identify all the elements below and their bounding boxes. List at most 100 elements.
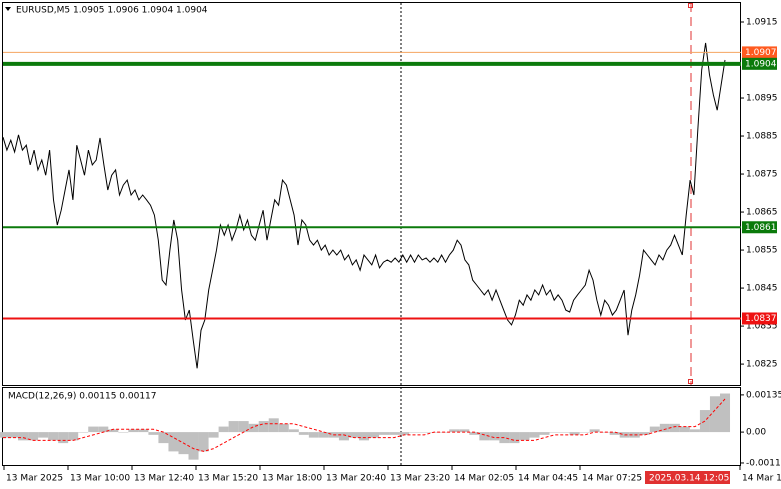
- macd-bar: [559, 432, 570, 433]
- macd-bar: [379, 432, 390, 435]
- level-label-box: [742, 221, 777, 234]
- macd-bar: [459, 429, 470, 433]
- macd-bar: [599, 432, 610, 433]
- x-tick-label: 14 Mar 07:25: [582, 474, 642, 484]
- level-label-box: [742, 312, 777, 325]
- macd-bar: [118, 432, 129, 433]
- level-label: 1.0861: [745, 223, 777, 233]
- macd-bar: [0, 432, 9, 438]
- macd-bar: [489, 432, 500, 441]
- level-label: 1.0904: [745, 59, 777, 69]
- macd-bar: [258, 421, 269, 433]
- macd-bar: [639, 432, 650, 435]
- x-tick-label: 13 Mar 18:00: [262, 474, 322, 484]
- macd-bar: [479, 432, 490, 441]
- macd-bar: [689, 429, 700, 433]
- x-tick-label: 14 Mar 12:45: [742, 474, 781, 484]
- level-label: 1.0907: [745, 48, 777, 58]
- macd-bar: [679, 426, 690, 433]
- macd-bar: [409, 432, 420, 433]
- macd-bar: [348, 432, 359, 438]
- y-tick-label: 1.0855: [746, 246, 778, 256]
- macd-bar: [649, 426, 660, 433]
- y-tick-label: -0.00112: [746, 458, 781, 468]
- macd-bar: [308, 432, 319, 438]
- macd-bar: [399, 432, 410, 435]
- macd-bar: [669, 423, 680, 433]
- macd-bar: [358, 432, 370, 441]
- macd-bar: [449, 429, 460, 433]
- cursor-marker: [688, 3, 693, 8]
- macd-bar: [369, 432, 380, 438]
- macd-bar: [198, 432, 209, 452]
- macd-bar: [549, 432, 560, 433]
- macd-bar: [589, 429, 600, 433]
- macd-bar: [529, 432, 540, 438]
- macd-bar: [509, 432, 520, 444]
- y-tick-label: 1.0915: [746, 18, 778, 28]
- macd-bar: [699, 410, 710, 433]
- macd-bar: [569, 432, 580, 435]
- level-label: 1.0837: [745, 314, 777, 324]
- macd-bar: [469, 432, 480, 435]
- macd-bar: [609, 432, 620, 435]
- macd-bar: [158, 432, 169, 444]
- macd-bar: [108, 429, 119, 433]
- y-tick-label: 1.0895: [746, 94, 778, 104]
- macd-bar: [68, 432, 79, 441]
- macd-bar: [238, 421, 249, 433]
- signal-line: [3, 398, 726, 452]
- y-tick-label: 0.00: [746, 428, 766, 438]
- y-tick-label: 1.0865: [746, 208, 778, 218]
- macd-bar: [389, 432, 400, 435]
- chart-title: EURUSD,M5 1.0905 1.0906 1.0904 1.0904: [16, 6, 208, 16]
- y-tick-label: 1.0835: [746, 322, 778, 332]
- cursor-label-box: [645, 471, 730, 484]
- macd-panel: [2, 387, 741, 466]
- macd-bar: [8, 432, 19, 438]
- macd-title: MACD(12,26,9) 0.00115 0.00117: [8, 392, 157, 402]
- macd-bar: [248, 423, 259, 433]
- macd-bar: [298, 432, 309, 435]
- cursor-marker: [688, 379, 693, 384]
- x-tick-label: 13 Mar 23:20: [390, 474, 450, 484]
- macd-bar: [28, 432, 39, 441]
- x-tick-label: 13 Mar 12:40: [134, 474, 194, 484]
- macd-bar: [208, 432, 219, 438]
- macd-bar: [539, 432, 550, 435]
- y-tick-label: 1.0885: [746, 132, 778, 142]
- macd-bar: [18, 432, 29, 441]
- macd-bar: [98, 426, 109, 433]
- x-tick-label: 13 Mar 20:40: [326, 474, 386, 484]
- macd-bar: [719, 393, 731, 433]
- macd-bar: [499, 432, 510, 444]
- macd-bar: [128, 429, 139, 433]
- macd-bar: [338, 432, 349, 441]
- macd-bar: [519, 432, 530, 441]
- macd-bar: [88, 426, 99, 433]
- macd-bar: [278, 423, 289, 433]
- macd-bar: [188, 432, 199, 460]
- y-tick-label: 1.0825: [746, 360, 778, 370]
- macd-bar: [419, 432, 430, 433]
- macd-bar: [58, 432, 69, 444]
- x-tick-label: 14 Mar 04:45: [518, 474, 578, 484]
- y-tick-label: 1.0845: [746, 284, 778, 294]
- level-label-box: [742, 46, 777, 59]
- x-tick-label: 13 Mar 15:20: [198, 474, 258, 484]
- macd-bar: [709, 396, 720, 433]
- price-panel: [2, 2, 741, 386]
- macd-bar: [659, 423, 670, 433]
- cursor-label: 2025.03.14 12:05: [649, 474, 729, 484]
- macd-bar: [288, 429, 299, 433]
- x-tick-label: 13 Mar 10:00: [70, 474, 130, 484]
- macd-bar: [268, 418, 279, 433]
- macd-bar: [138, 429, 149, 433]
- macd-bar: [78, 432, 89, 433]
- level-label-box: [742, 57, 777, 70]
- macd-bar: [218, 426, 229, 433]
- y-tick-label: 0.00135: [746, 390, 781, 400]
- menu-arrow[interactable]: [5, 7, 11, 11]
